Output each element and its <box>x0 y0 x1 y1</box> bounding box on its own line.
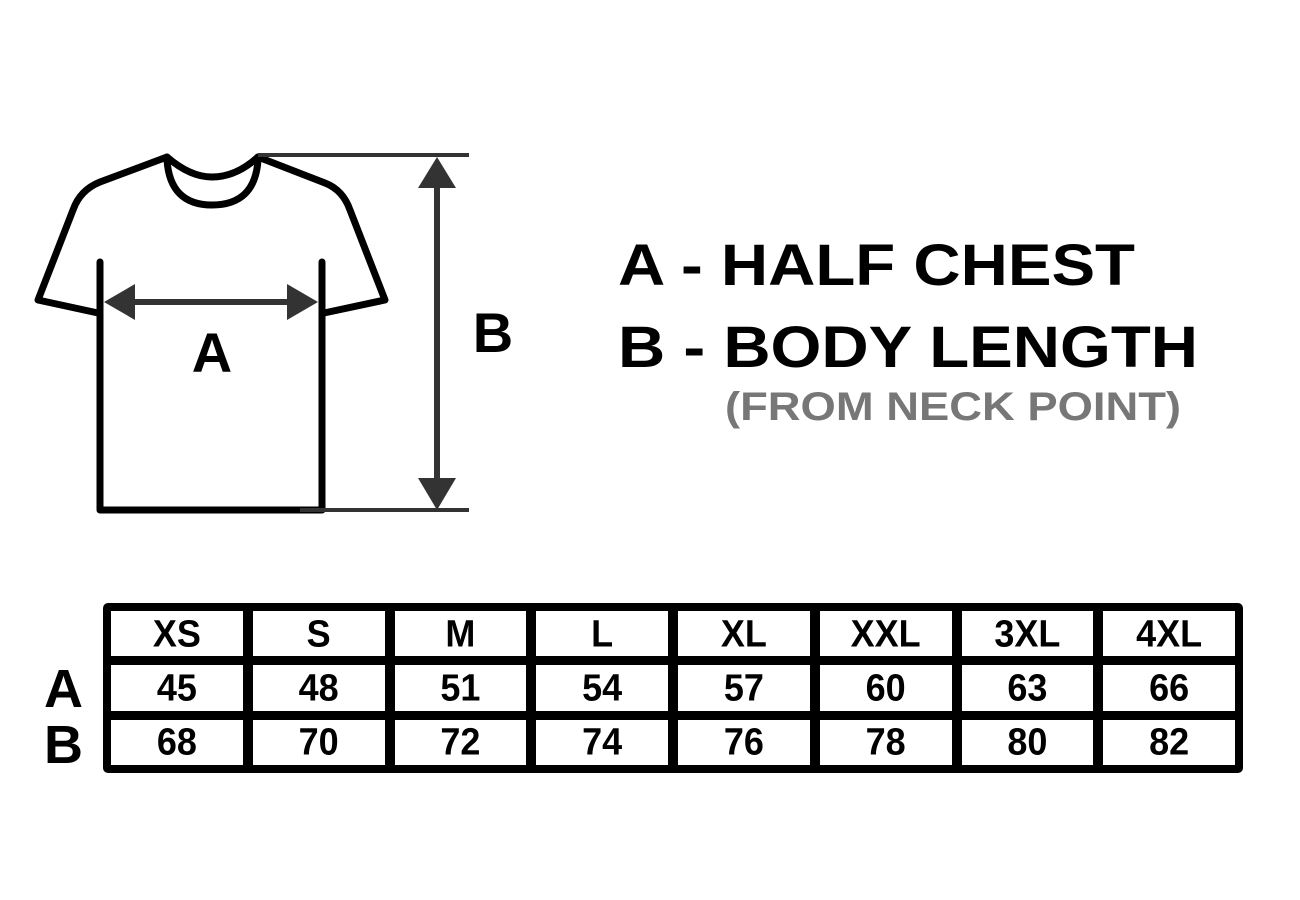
value: 54 <box>582 665 623 709</box>
size-label: XXL <box>850 611 921 655</box>
size-label: M <box>445 611 476 655</box>
value-cell-b: 80 <box>961 719 1094 765</box>
value: 57 <box>723 665 764 709</box>
value-cell-a: 51 <box>394 665 527 711</box>
value-cell-a: 63 <box>961 665 1094 711</box>
header-cell: L <box>536 611 668 657</box>
row-label-a: A <box>44 659 83 719</box>
value: 51 <box>440 665 481 709</box>
value-cell-a: 54 <box>536 665 668 711</box>
value: 76 <box>723 720 764 764</box>
header-cell: S <box>252 611 385 657</box>
size-table: XS S M L XL XXL 3XL 4XL 45 48 51 54 57 6… <box>103 603 1243 773</box>
value-cell-b: 76 <box>678 719 810 765</box>
size-label: 4XL <box>1136 611 1203 655</box>
header-cell: 4XL <box>1103 611 1235 657</box>
value: 74 <box>582 720 623 764</box>
value-cell-a: 57 <box>678 665 810 711</box>
value-cell-b: 78 <box>819 719 952 765</box>
tshirt-outline <box>34 153 389 514</box>
value-cell-b: 74 <box>536 719 668 765</box>
value: 68 <box>156 720 197 764</box>
value: 48 <box>298 665 339 709</box>
legend-note: (FROM NECK POINT) <box>725 385 1181 429</box>
half-chest-arrow <box>104 284 318 320</box>
header-cell: XL <box>678 611 810 657</box>
value-cell-b: 82 <box>1103 719 1235 765</box>
tshirt-diagram: A B A - HALF CHEST B - BODY LENGTH (FROM… <box>34 153 1198 514</box>
value: 60 <box>865 665 906 709</box>
size-label: 3XL <box>994 611 1061 655</box>
value: 78 <box>865 720 906 764</box>
value: 82 <box>1149 720 1190 764</box>
header-cell: XXL <box>819 611 952 657</box>
row-label-b: B <box>44 715 83 775</box>
value: 66 <box>1149 665 1190 709</box>
value-cell-a: 45 <box>111 665 243 711</box>
value-cell-a: 66 <box>1103 665 1235 711</box>
value: 63 <box>1007 665 1048 709</box>
body-length-arrow <box>258 153 469 512</box>
label-b: B <box>473 301 513 364</box>
size-label: XS <box>152 611 201 655</box>
legend-body-length: B - BODY LENGTH <box>618 315 1198 380</box>
value-cell-b: 70 <box>252 719 385 765</box>
label-a: A <box>192 321 232 384</box>
value-cell-b: 72 <box>394 719 527 765</box>
size-label: S <box>306 611 331 655</box>
value-cell-a: 48 <box>252 665 385 711</box>
value: 72 <box>440 720 481 764</box>
value-cell-a: 60 <box>819 665 952 711</box>
value: 70 <box>298 720 339 764</box>
value: 45 <box>156 665 197 709</box>
header-cell: XS <box>111 611 243 657</box>
legend-half-chest: A - HALF CHEST <box>618 233 1135 298</box>
value: 80 <box>1007 720 1048 764</box>
size-label: XL <box>720 611 767 655</box>
size-label: L <box>591 611 614 655</box>
header-cell: 3XL <box>961 611 1094 657</box>
header-cell: M <box>394 611 527 657</box>
value-cell-b: 68 <box>111 719 243 765</box>
